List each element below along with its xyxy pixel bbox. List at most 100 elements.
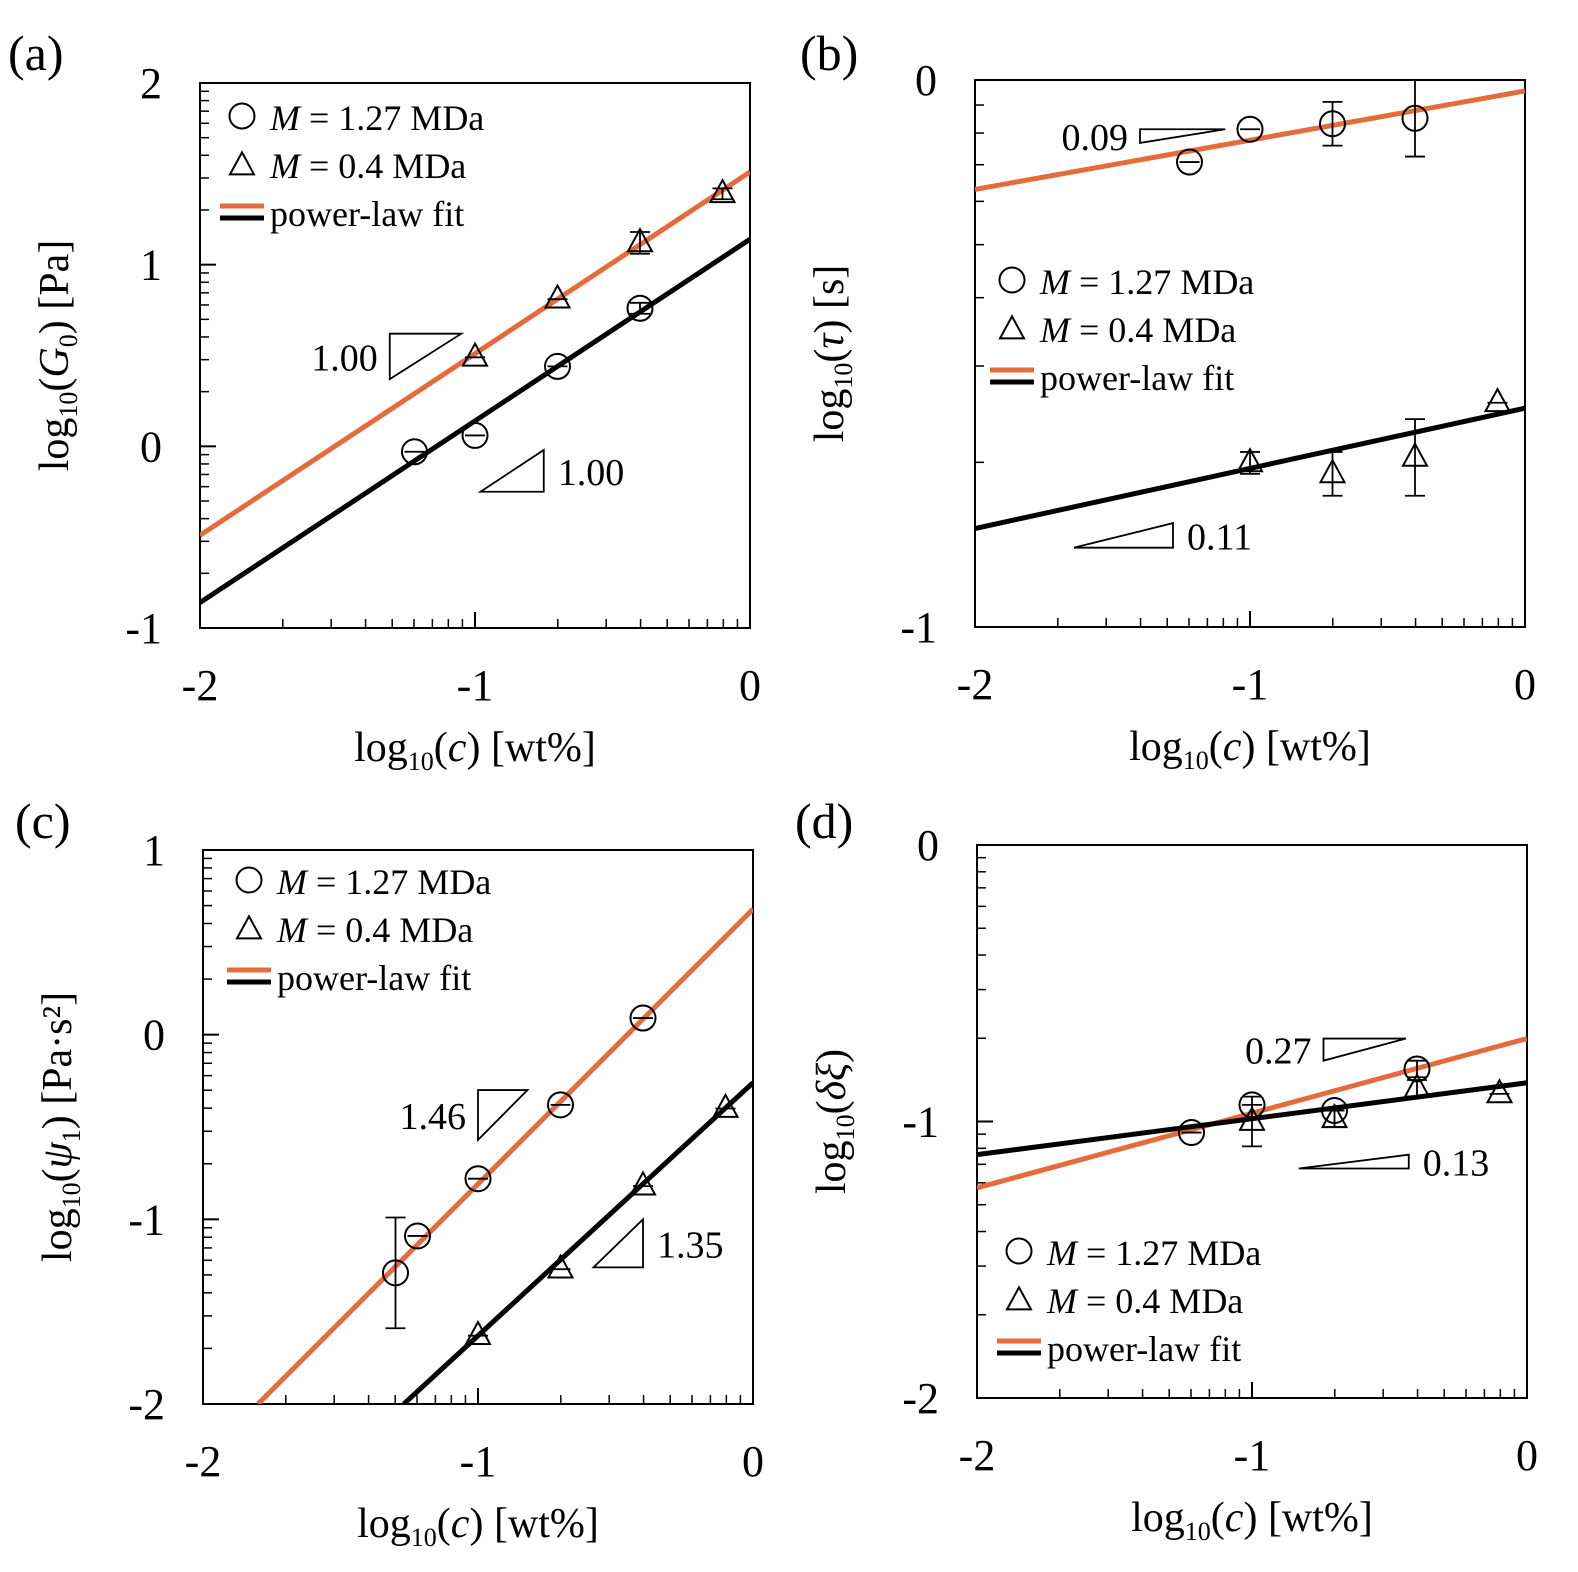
y-tick-label: 0: [140, 422, 162, 471]
x-tick-label: -1: [1234, 1431, 1271, 1480]
data-point-circle: [1236, 115, 1264, 143]
x-tick-label: -2: [185, 1437, 222, 1486]
panel-a: (a) -2 -1 0 -1 0 1 2 log10(c) [wt%] log10(G0) [P…: [8, 25, 761, 776]
x-tick-label: -1: [460, 1437, 497, 1486]
x-axis-label: log10(c) [wt%]: [354, 725, 596, 776]
legend: M = 1.27 MDa M = 0.4 MDa power-law fit: [227, 862, 491, 998]
panel-d: (d) -2 -1 0 -2 -1 0 log10(c) [wt%] log10(δξ) 0.2…: [795, 793, 1538, 1546]
slope-label: 0.27: [1245, 1031, 1312, 1073]
legend-entry-text: power-law fit: [1047, 1329, 1241, 1369]
y-tick-label: 1: [140, 241, 162, 290]
data-point-triangle: [1403, 1072, 1431, 1098]
panel-label-b: (b): [800, 25, 858, 81]
y-tick-label: -1: [902, 1098, 939, 1147]
data-point-triangle: [543, 283, 572, 309]
power-law-fit-line: [975, 88, 1525, 192]
fit-lines: [256, 907, 753, 1404]
y-axis-label: log10(ψ1) [Pa·s²]: [35, 992, 86, 1262]
y-tick-label: 0: [143, 1011, 165, 1060]
data-point-triangle: [464, 1319, 492, 1346]
x-axis-label: log10(c) [wt%]: [1131, 1495, 1373, 1546]
data-point-triangle: [1485, 1078, 1514, 1104]
data-point-circle: [629, 1004, 657, 1032]
legend: M = 1.27 MDa M = 0.4 MDa power-law fit: [220, 98, 484, 234]
data-point-triangle: [626, 227, 654, 253]
legend-entry-text: power-law fit: [1040, 358, 1234, 398]
slope-label: 0.11: [1187, 516, 1252, 558]
data-point-circle: [404, 1222, 431, 1250]
data-point-circle: [1176, 148, 1203, 176]
panel-b: (b) -2 -1 0 -1 0 log10(c) [wt%] log10(τ) [s] 0.…: [800, 25, 1536, 775]
legend-circle-symbol: [235, 866, 263, 894]
legend: M = 1.27 MDa M = 0.4 MDa power-law fit: [990, 262, 1254, 398]
data-point-triangle: [711, 1092, 740, 1118]
legend-entry-text: M = 1.27 MDa: [269, 98, 484, 138]
legend-circle-symbol: [228, 102, 256, 130]
data-point-triangle: [461, 341, 489, 367]
data-point-circle: [382, 1259, 409, 1287]
y-axis-label: log10(G0) [Pa]: [32, 240, 83, 472]
data-point-circle: [547, 1091, 574, 1119]
y-tick-label: 0: [915, 56, 937, 105]
data-point-circle: [401, 438, 428, 466]
panel-label-d: (d): [795, 793, 853, 849]
legend-triangle-symbol: [228, 150, 256, 176]
legend-entry-text: M = 1.27 MDa: [1046, 1233, 1261, 1273]
y-tick-label: -1: [900, 603, 937, 652]
slope-label: 0.09: [1062, 117, 1129, 159]
y-tick-label: -1: [128, 1195, 165, 1244]
x-tick-label: -2: [957, 660, 994, 709]
legend-entry-text: M = 0.4 MDa: [276, 910, 473, 950]
data-point-triangle: [1320, 1103, 1349, 1129]
legend-circle-symbol: [998, 266, 1026, 294]
data-point-triangle: [1236, 447, 1264, 473]
legend-circle-symbol: [1005, 1237, 1033, 1265]
slope-triangle: [1298, 1153, 1410, 1170]
x-tick-label: 0: [1516, 1431, 1538, 1480]
slope-label: 1.00: [311, 337, 378, 379]
slope-label: 1.46: [400, 1096, 467, 1138]
panel-label-c: (c): [15, 793, 71, 849]
slope-triangle: [591, 1217, 644, 1269]
legend-entry-text: M = 0.4 MDa: [1046, 1281, 1243, 1321]
legend-triangle-symbol: [998, 314, 1026, 340]
legend-entry-text: M = 1.27 MDa: [1039, 262, 1254, 302]
panel-c: (c) -2 -1 0 -2 -1 0 1 log10(c) [wt%] log10(ψ1) […: [15, 793, 764, 1552]
x-axis-label: log10(c) [wt%]: [357, 1501, 599, 1552]
data-point-circle: [1319, 110, 1346, 138]
slope-label: 1.00: [558, 452, 625, 494]
data-point-circle: [1178, 1119, 1205, 1147]
fit-lines: [200, 169, 750, 605]
data-point-triangle: [1238, 1105, 1266, 1131]
data-point-triangle: [1318, 458, 1347, 484]
x-tick-label: -1: [457, 661, 494, 710]
slope-triangle: [1322, 1037, 1407, 1062]
legend-triangle-symbol: [235, 914, 263, 940]
legend-entry-text: M = 1.27 MDa: [276, 862, 491, 902]
x-tick-label: -2: [182, 661, 219, 710]
data-point-circle: [544, 352, 571, 380]
data-point-circle: [464, 1165, 492, 1193]
legend-entry-text: power-law fit: [277, 958, 471, 998]
slope-triangle: [477, 448, 545, 493]
data-point-triangle: [546, 1253, 575, 1279]
panel-label-a: (a): [8, 25, 64, 81]
plot-area-c: -2 -1 0 -2 -1 0 1 log10(c) [wt%] log10(ψ1) [Pa·s…: [35, 826, 764, 1552]
y-tick-label: -2: [902, 1374, 939, 1423]
power-law-fit-line: [200, 237, 750, 605]
legend-entry-text: M = 0.4 MDa: [269, 146, 466, 186]
y-tick-label: -1: [125, 604, 162, 653]
data-point-triangle: [1483, 387, 1512, 413]
y-tick-label: 0: [917, 821, 939, 870]
x-tick-label: 0: [742, 1437, 764, 1486]
y-tick-label: 2: [140, 59, 162, 108]
plot-area-a: -2 -1 0 -1 0 1 2 log10(c) [wt%] log10(G0) [Pa] 1.…: [32, 59, 761, 776]
power-law-fit-line: [402, 1080, 753, 1404]
x-tick-label: -2: [959, 1431, 996, 1480]
y-axis-label: log10(τ) [s]: [807, 265, 858, 443]
y-axis-label: log10(δξ): [809, 1049, 860, 1194]
y-tick-label: 1: [143, 826, 165, 875]
x-tick-label: 0: [1514, 660, 1536, 709]
power-law-fit-line: [256, 907, 753, 1404]
